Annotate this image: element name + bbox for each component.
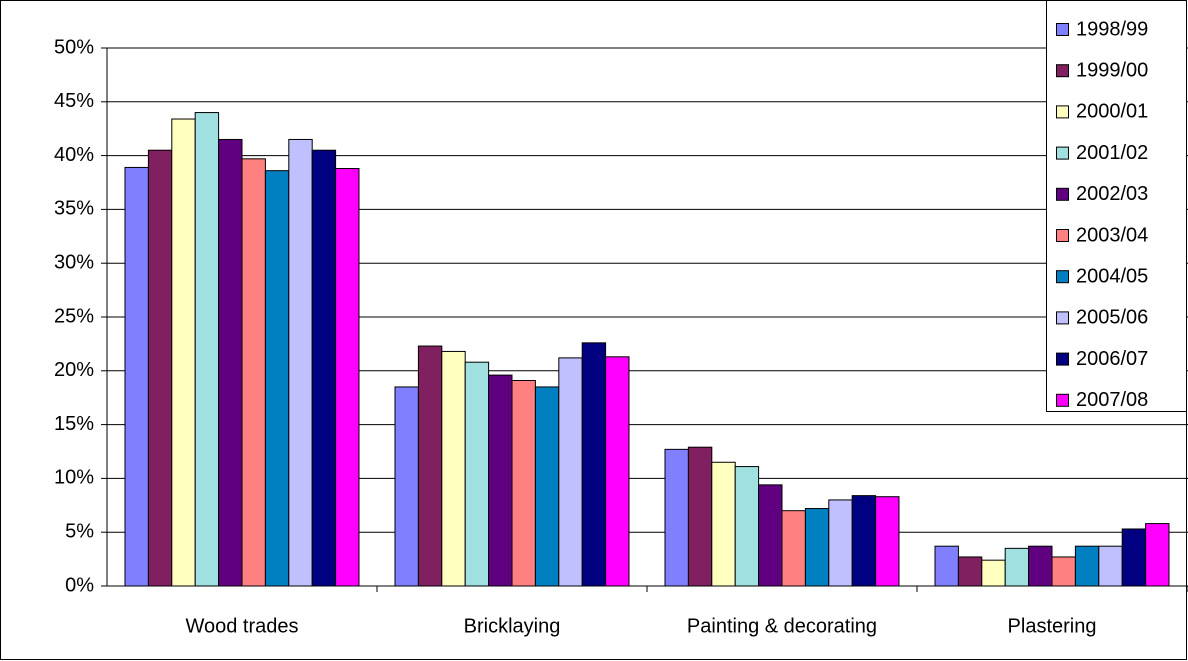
bar: [488, 374, 513, 587]
bar: [934, 545, 959, 587]
bar: [241, 158, 266, 587]
bar: [311, 149, 337, 587]
bar: [194, 112, 220, 587]
bar: [264, 170, 290, 587]
bar: [335, 168, 360, 587]
legend-swatch: [1056, 146, 1069, 160]
legend-label: 2001/02: [1076, 142, 1148, 164]
y-tick-label: 25%: [54, 305, 94, 327]
legend: 1998/99 1999/00 2000/01 2001/02 2002/03 2003/…: [1046, 0, 1187, 412]
bar: [1074, 545, 1100, 587]
legend-label: 2006/07: [1076, 348, 1148, 370]
y-tick-label: 35%: [54, 198, 94, 220]
bar: [781, 510, 806, 587]
bar: [804, 508, 830, 587]
bar: [1028, 545, 1053, 587]
y-tick-label: 5%: [65, 520, 94, 542]
legend-swatch: [1056, 229, 1069, 242]
bar: [1098, 545, 1123, 587]
bar: [147, 149, 173, 587]
bar: [605, 356, 630, 587]
y-tick-label: 10%: [54, 467, 94, 489]
bar: [711, 461, 736, 587]
y-tick-label: 50%: [54, 36, 94, 58]
bar: [464, 361, 490, 587]
bar: [511, 379, 536, 587]
legend-swatch: [1056, 393, 1069, 407]
bar: [851, 495, 877, 587]
legend-label: 2005/06: [1076, 307, 1148, 329]
y-tick-label: 20%: [54, 359, 94, 381]
y-tick-label: 0%: [65, 574, 94, 596]
y-tick-label: 15%: [54, 413, 94, 435]
x-tick-label: Wood trades: [185, 615, 298, 637]
bar: [664, 448, 689, 587]
bar: [218, 138, 243, 587]
y-tick-label: 40%: [54, 144, 94, 166]
bar: [124, 166, 149, 587]
bar: [981, 559, 1006, 587]
legend-label: 2002/03: [1076, 183, 1148, 205]
y-tick-label: 45%: [54, 90, 94, 112]
bar: [171, 118, 196, 587]
bar: [288, 138, 313, 587]
bar: [581, 342, 607, 587]
legend-swatch: [1056, 23, 1069, 36]
bar: [1121, 528, 1147, 587]
legend-label: 1998/99: [1076, 18, 1148, 40]
bar: [1145, 523, 1170, 587]
legend-label: 2003/04: [1076, 224, 1148, 246]
bar: [1004, 547, 1030, 587]
legend-label: 2007/08: [1076, 389, 1148, 411]
bar: [441, 350, 466, 587]
y-tick-label: 30%: [54, 251, 94, 273]
legend-label: 2000/01: [1076, 101, 1148, 123]
bar: [734, 466, 760, 587]
bar: [875, 496, 900, 587]
legend-swatch: [1056, 187, 1069, 201]
bar: [534, 386, 560, 587]
legend-swatch: [1056, 64, 1069, 78]
x-tick-label: Painting & decorating: [687, 615, 877, 637]
bar: [957, 556, 983, 587]
bar: [394, 386, 419, 587]
legend-label: 1999/00: [1076, 59, 1148, 81]
bar: [758, 484, 783, 587]
legend-swatch: [1056, 270, 1069, 284]
bar: [828, 499, 853, 587]
bar: [417, 345, 443, 587]
legend-label: 2004/05: [1076, 265, 1148, 287]
bar: [558, 357, 583, 587]
x-tick-label: Plastering: [1008, 615, 1097, 637]
legend-swatch: [1056, 105, 1069, 119]
x-tick-label: Bricklaying: [464, 615, 561, 637]
bar: [687, 446, 713, 587]
legend-box: [1046, 0, 1187, 412]
bar: [1051, 556, 1076, 587]
legend-swatch: [1056, 352, 1069, 366]
legend-swatch: [1056, 311, 1069, 325]
